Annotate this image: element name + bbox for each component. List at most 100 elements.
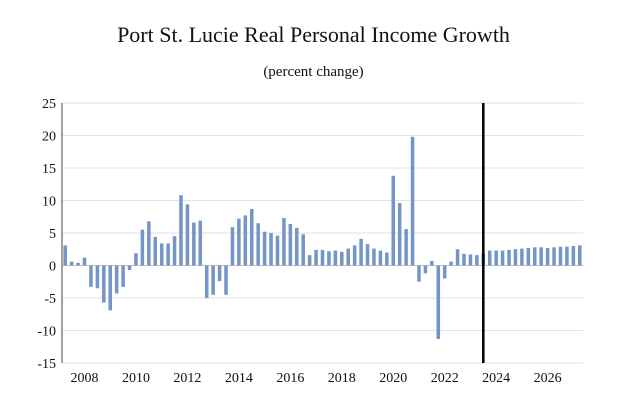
bar	[198, 220, 203, 266]
bar	[558, 246, 563, 266]
bar	[404, 229, 408, 266]
bar	[340, 251, 344, 266]
bar	[295, 227, 299, 266]
bar	[372, 248, 376, 266]
x-tick-label: 2010	[122, 371, 150, 386]
bar	[230, 227, 235, 266]
bar	[513, 249, 518, 266]
chart-subtitle: (percent change)	[263, 64, 364, 80]
bar	[95, 265, 100, 289]
bar	[449, 261, 453, 266]
bar	[153, 236, 158, 266]
bar-series	[63, 136, 582, 339]
bar	[397, 203, 402, 266]
y-tick-label: 25	[42, 97, 56, 112]
bar	[102, 265, 106, 303]
x-tick-label: 2020	[379, 371, 407, 386]
bar	[63, 245, 67, 266]
bar	[159, 243, 164, 266]
bar	[365, 244, 370, 266]
bar	[108, 265, 113, 311]
bar	[69, 261, 74, 266]
bar	[545, 247, 550, 266]
bar	[500, 250, 505, 266]
x-tick-label: 2024	[482, 371, 510, 386]
bar	[256, 223, 260, 266]
y-tick-label: -5	[44, 292, 56, 307]
bar	[249, 208, 254, 266]
bar	[288, 223, 293, 266]
bar	[571, 246, 576, 266]
bar	[89, 265, 93, 287]
bar	[275, 235, 280, 266]
bar	[217, 265, 222, 282]
y-tick-labels: -15 -10 -5 0 5 10 15 20 25	[37, 97, 56, 372]
x-tick-label: 2018	[328, 371, 356, 386]
bar	[204, 265, 209, 298]
bar	[327, 251, 331, 266]
y-tick-label: 20	[42, 130, 56, 145]
bar	[243, 215, 248, 266]
x-tick-label: 2008	[71, 371, 99, 386]
gridlines	[62, 102, 583, 364]
bar	[436, 265, 441, 339]
y-tick-label: 0	[49, 260, 56, 275]
bar	[269, 233, 273, 266]
bar	[410, 136, 415, 266]
chart-title: Port St. Lucie Real Personal Income Grow…	[117, 22, 510, 47]
bar	[417, 265, 421, 282]
y-tick-label: -15	[37, 357, 56, 372]
bar	[378, 250, 383, 266]
bar	[262, 231, 267, 266]
bar	[192, 222, 196, 266]
bar	[391, 175, 396, 266]
x-tick-label: 2026	[534, 371, 562, 386]
bar	[578, 245, 582, 266]
bar	[211, 265, 215, 295]
bar	[121, 265, 125, 287]
bar	[526, 247, 531, 266]
bar	[423, 265, 428, 274]
bar	[172, 236, 177, 266]
bar	[114, 265, 119, 294]
bar	[430, 260, 434, 266]
bar	[565, 246, 569, 266]
x-tick-label: 2022	[431, 371, 459, 386]
bar	[179, 195, 183, 266]
bar	[333, 250, 338, 266]
bar	[320, 249, 325, 266]
bar	[359, 238, 363, 266]
bar	[346, 248, 350, 266]
bar	[166, 243, 170, 266]
bar	[532, 247, 537, 266]
bar	[475, 255, 479, 266]
y-tick-label: -10	[37, 325, 56, 340]
bar	[468, 254, 473, 266]
bar	[494, 250, 498, 266]
bar	[237, 218, 241, 266]
bar	[140, 229, 145, 266]
bar	[520, 248, 524, 266]
x-tick-labels: 2008 2010 2012 2014 2016 2018 2020 2022 2024 2026	[71, 371, 562, 386]
y-tick-label: 5	[49, 227, 56, 242]
bar	[76, 262, 80, 266]
bar	[134, 253, 138, 266]
bar	[507, 249, 511, 266]
bar	[224, 265, 228, 295]
bar	[442, 265, 447, 279]
bar	[487, 250, 492, 266]
y-tick-label: 10	[42, 195, 56, 210]
bar	[455, 249, 460, 266]
bar	[314, 249, 318, 266]
bar	[552, 247, 556, 266]
bar	[385, 252, 389, 266]
x-tick-label: 2016	[276, 371, 304, 386]
bar	[147, 221, 151, 266]
bar	[352, 245, 357, 266]
bar	[462, 253, 466, 266]
bar	[307, 255, 312, 266]
x-tick-label: 2014	[225, 371, 253, 386]
bar	[127, 265, 132, 271]
bar	[539, 247, 543, 266]
